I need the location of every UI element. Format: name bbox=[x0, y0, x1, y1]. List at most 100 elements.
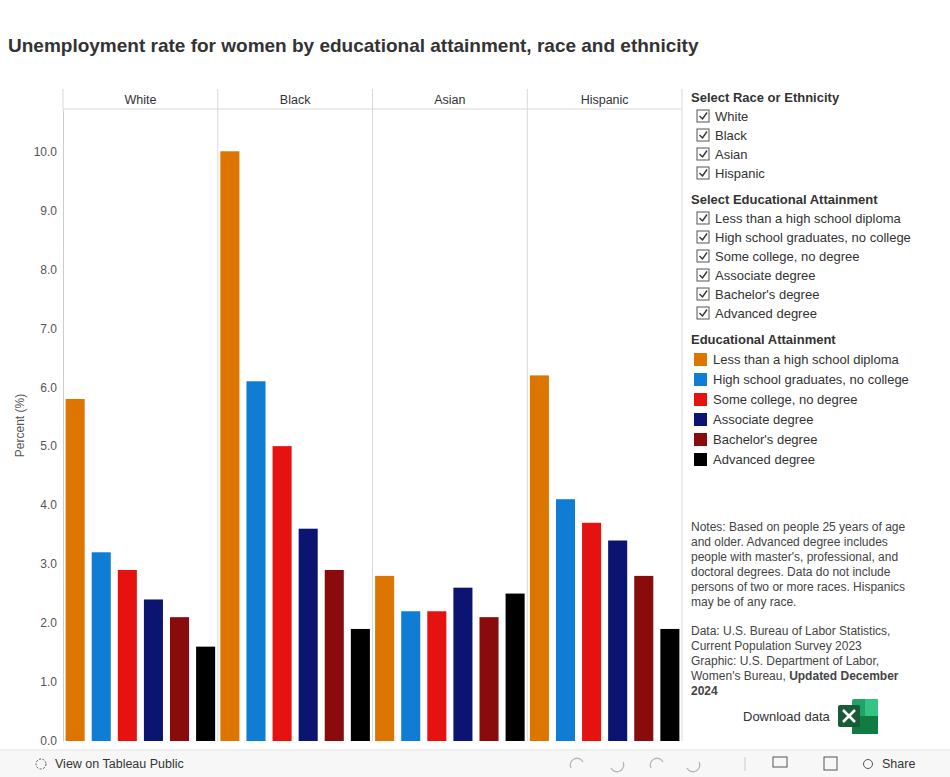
source-text: Updated December bbox=[789, 669, 899, 683]
filter-option[interactable]: Hispanic bbox=[697, 166, 765, 181]
toolbar-icon[interactable] bbox=[611, 762, 624, 772]
legend-swatch bbox=[694, 373, 707, 386]
filter-option[interactable]: Black bbox=[697, 128, 747, 143]
filter-label[interactable]: White bbox=[715, 109, 748, 124]
checkbox[interactable] bbox=[697, 148, 709, 160]
y-tick: 5.0 bbox=[40, 439, 63, 453]
source-line: Graphic: U.S. Department of Labor, bbox=[691, 654, 879, 668]
y-tick: 8.0 bbox=[40, 263, 63, 277]
excel-x[interactable] bbox=[843, 710, 855, 722]
bar bbox=[530, 375, 549, 741]
checkbox[interactable] bbox=[697, 212, 709, 224]
toolbar-rule bbox=[0, 750, 950, 751]
checkbox[interactable] bbox=[697, 269, 709, 281]
checkbox[interactable] bbox=[697, 231, 709, 243]
checkmark[interactable] bbox=[700, 253, 708, 260]
bar bbox=[66, 399, 85, 741]
filter-option[interactable]: High school graduates, no college bbox=[697, 230, 911, 245]
filter-label[interactable]: Less than a high school diploma bbox=[715, 211, 902, 226]
legend-label: Less than a high school diploma bbox=[713, 352, 900, 367]
toolbar: View on Tableau Public Share bbox=[0, 750, 950, 777]
checkmark[interactable] bbox=[700, 132, 708, 139]
filter-label[interactable]: High school graduates, no college bbox=[715, 230, 911, 245]
checkmark[interactable] bbox=[700, 170, 708, 177]
view-on-tableau[interactable]: View on Tableau Public bbox=[55, 757, 184, 771]
checkbox[interactable] bbox=[697, 110, 709, 122]
filter-option[interactable]: Advanced degree bbox=[697, 306, 817, 321]
legend-label: Advanced degree bbox=[713, 452, 815, 467]
fullscreen-icon[interactable] bbox=[824, 757, 837, 770]
checkbox[interactable] bbox=[697, 250, 709, 262]
filter-option[interactable]: Some college, no degree bbox=[697, 249, 860, 264]
filter-label[interactable]: Associate degree bbox=[715, 268, 815, 283]
y-tick-label: 7.0 bbox=[40, 322, 57, 336]
checkmark[interactable] bbox=[700, 291, 708, 298]
device-icon[interactable] bbox=[773, 757, 787, 767]
y-tick: 1.0 bbox=[40, 675, 63, 689]
filter-label[interactable]: Advanced degree bbox=[715, 306, 817, 321]
filter-title: Select Race or Ethnicity bbox=[691, 90, 840, 105]
checkmark[interactable] bbox=[700, 272, 708, 279]
notes: Notes: Based on people 25 years of agean… bbox=[691, 520, 905, 609]
filter-label[interactable]: Asian bbox=[715, 147, 748, 162]
bar bbox=[196, 647, 215, 741]
background bbox=[0, 0, 950, 777]
share-label[interactable]: Share bbox=[882, 757, 915, 771]
excel-sheet-part[interactable] bbox=[865, 699, 878, 716]
filter-option[interactable]: Associate degree bbox=[697, 268, 815, 283]
chart-canvas: Unemployment rate for women by education… bbox=[0, 0, 950, 777]
checkmark[interactable] bbox=[700, 215, 708, 222]
y-tick: 6.0 bbox=[40, 381, 63, 395]
filter-label[interactable]: Black bbox=[715, 128, 747, 143]
y-tick-label: 8.0 bbox=[40, 263, 57, 277]
tableau-icon[interactable] bbox=[36, 759, 46, 769]
bar bbox=[118, 570, 137, 741]
checkbox[interactable] bbox=[697, 307, 709, 319]
download-label[interactable]: Download data bbox=[743, 709, 830, 724]
toolbar-sep bbox=[745, 757, 746, 771]
excel-badge[interactable] bbox=[838, 705, 860, 727]
y-tick: 4.0 bbox=[40, 498, 63, 512]
y-tick-label: 9.0 bbox=[40, 204, 57, 218]
toolbar-icon[interactable] bbox=[570, 758, 583, 768]
checkmark[interactable] bbox=[700, 234, 708, 241]
facet-header: Hispanic bbox=[581, 93, 629, 107]
bar bbox=[170, 617, 189, 741]
checkbox[interactable] bbox=[697, 167, 709, 179]
filter-label[interactable]: Some college, no degree bbox=[715, 249, 860, 264]
toolbar-bg bbox=[0, 750, 950, 777]
bar bbox=[479, 617, 498, 741]
y-tick-label: 3.0 bbox=[40, 557, 57, 571]
y-tick: 0.0 bbox=[40, 734, 63, 748]
bar bbox=[375, 576, 394, 741]
facet-header-rule bbox=[63, 109, 682, 110]
legend-swatch bbox=[694, 413, 707, 426]
bar bbox=[144, 599, 163, 741]
note-line: and older. Advanced degree includes bbox=[691, 535, 888, 549]
legend: Educational AttainmentLess than a high s… bbox=[691, 332, 909, 467]
toolbar-icon[interactable] bbox=[687, 762, 700, 772]
download[interactable]: Download data bbox=[743, 699, 878, 734]
source-line: Current Population Survey 2023 bbox=[691, 639, 862, 653]
bar bbox=[427, 611, 446, 741]
checkbox[interactable] bbox=[697, 288, 709, 300]
filter-label[interactable]: Bachelor's degree bbox=[715, 287, 819, 302]
bar bbox=[325, 570, 344, 741]
filter-option[interactable]: White bbox=[697, 109, 748, 124]
facet-frame bbox=[63, 89, 682, 741]
checkmark[interactable] bbox=[700, 151, 708, 158]
filter-option[interactable]: Less than a high school diploma bbox=[697, 211, 902, 226]
filter-label[interactable]: Hispanic bbox=[715, 166, 765, 181]
checkmark[interactable] bbox=[700, 113, 708, 120]
filter-option[interactable]: Asian bbox=[697, 147, 748, 162]
checkmark[interactable] bbox=[700, 310, 708, 317]
toolbar-icon[interactable] bbox=[650, 758, 663, 768]
y-tick-label: 10.0 bbox=[34, 145, 58, 159]
bar bbox=[246, 381, 265, 741]
checkbox[interactable] bbox=[697, 129, 709, 141]
share-icon[interactable] bbox=[864, 760, 873, 769]
source-text: Women's Bureau, bbox=[691, 669, 789, 683]
legend-label: Associate degree bbox=[713, 412, 813, 427]
source-line: Data: U.S. Bureau of Labor Statistics, bbox=[691, 624, 890, 638]
filter-option[interactable]: Bachelor's degree bbox=[697, 287, 819, 302]
